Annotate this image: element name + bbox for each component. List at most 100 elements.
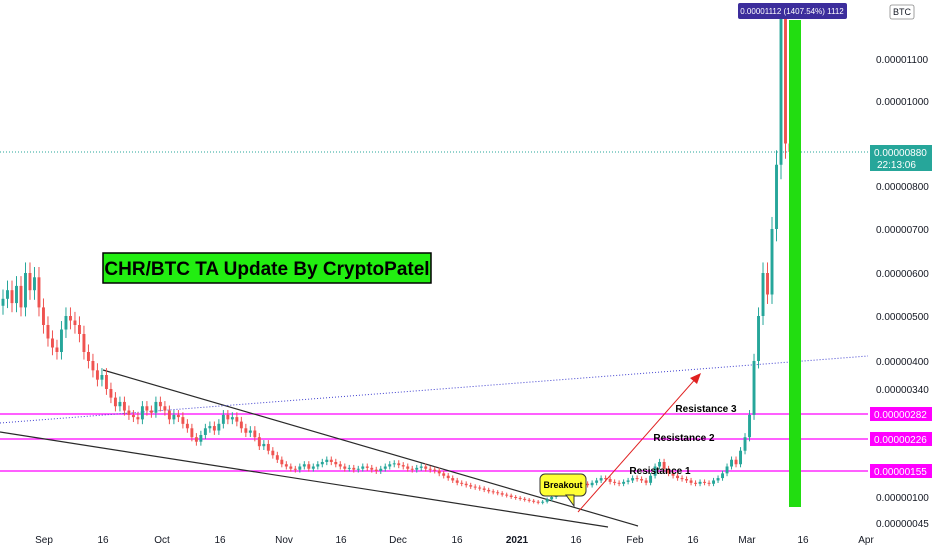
candle-body [86,352,90,361]
candle-body [509,495,513,497]
candle-body [298,466,302,470]
axes: 0.00001100 0.00001000 0.00000800 0.00000700… [35,4,932,546]
candle-body [730,459,733,467]
x-tick-label: 16 [97,535,109,546]
candle-body [478,487,482,489]
candle-body [257,437,261,447]
resistance-label: Resistance 2 [653,433,715,444]
candle-body [545,499,549,502]
candle-body [514,497,518,498]
candle-body [172,414,176,420]
candle-body [622,481,626,484]
candle-body [1,298,5,306]
candle-body [617,482,621,484]
x-tick-label: 16 [214,535,226,546]
candle-body [734,459,738,465]
candle-body [347,467,351,469]
candle-body [122,401,126,411]
candle-body [685,479,689,481]
candle-body [604,478,608,480]
candle-body [784,18,787,144]
x-tick-label: Mar [738,535,756,546]
candle-body [392,463,396,465]
candle-body [631,478,635,481]
candle-body [302,464,306,467]
candle-body [235,417,239,422]
upper-trend-line [102,369,639,527]
current-price-countdown: 22:13:06 [877,160,916,171]
x-tick-label: Sep [35,535,53,546]
x-tick-label: Feb [626,535,644,546]
candle-body [199,434,203,442]
candle-body [698,481,702,484]
candle-body [712,480,716,484]
candle-body [379,468,383,471]
candle-body [158,401,162,407]
resistance-price-tag: 0.00000155 [870,464,932,478]
x-tick-label: Dec [389,535,407,546]
candle-body [671,473,675,476]
candle-body [127,410,131,415]
current-price-value: 0.00000880 [874,148,927,159]
candle-body [419,466,423,468]
y-tick-label: 0.00000340 [876,385,929,396]
candle-body [329,459,333,462]
candle-body [181,417,185,424]
high-badge: 0.00001112 (1407.54%) 1112 [738,3,847,19]
candle-body [469,485,473,487]
candle-body [244,428,248,433]
candle-body [590,482,594,486]
candle-body [104,375,108,389]
candle-body [757,316,760,361]
breakout-pointer [565,494,575,508]
candle-body [766,273,769,295]
candle-body [60,329,63,352]
candle-body [721,473,725,479]
candle-body [608,479,612,482]
candle-body [253,430,257,438]
x-tick-label: Nov [275,535,293,546]
candle-body [365,466,369,468]
candle-body [532,500,536,502]
candle-body [154,401,158,413]
candle-body [280,459,284,465]
resistance-label: Resistance 1 [629,466,691,477]
candle-body [635,478,639,480]
candle-body [653,466,657,476]
candle-body [410,468,414,470]
candle-body [424,466,428,469]
candle-body [775,164,778,229]
candle-body [518,497,522,499]
candle-body [743,437,747,451]
candle-body [68,316,72,321]
candle-body [226,414,230,420]
resistance-price-tag: 0.00000282 [870,407,932,421]
candle-body [383,466,387,469]
support-dotted-line [0,355,869,424]
candle-body [680,478,684,480]
candle-body [230,417,234,420]
candle-body [523,498,527,500]
candle-body [446,475,450,479]
x-tick-label: Oct [154,535,170,546]
candle-body [275,455,279,460]
candle-body [356,468,360,470]
candle-body [217,423,221,431]
candle-body [46,325,50,339]
candle-body [460,482,464,484]
candle-body [73,320,77,325]
chart-title: CHR/BTC TA Update By CryptoPatel [104,259,429,280]
y-tick-label: 0.00000400 [876,357,929,368]
candle-body [505,494,509,496]
candle-body [262,443,266,447]
y-tick-label: 0.00001100 [876,55,929,66]
candle-body [541,501,545,503]
resistance-price-tag-text: 0.00000155 [874,467,927,478]
resistance-lines [0,151,868,472]
candle-body [676,475,680,479]
candle-body [33,277,36,291]
candle-body [433,469,437,471]
breakout-label: Breakout [543,480,582,490]
